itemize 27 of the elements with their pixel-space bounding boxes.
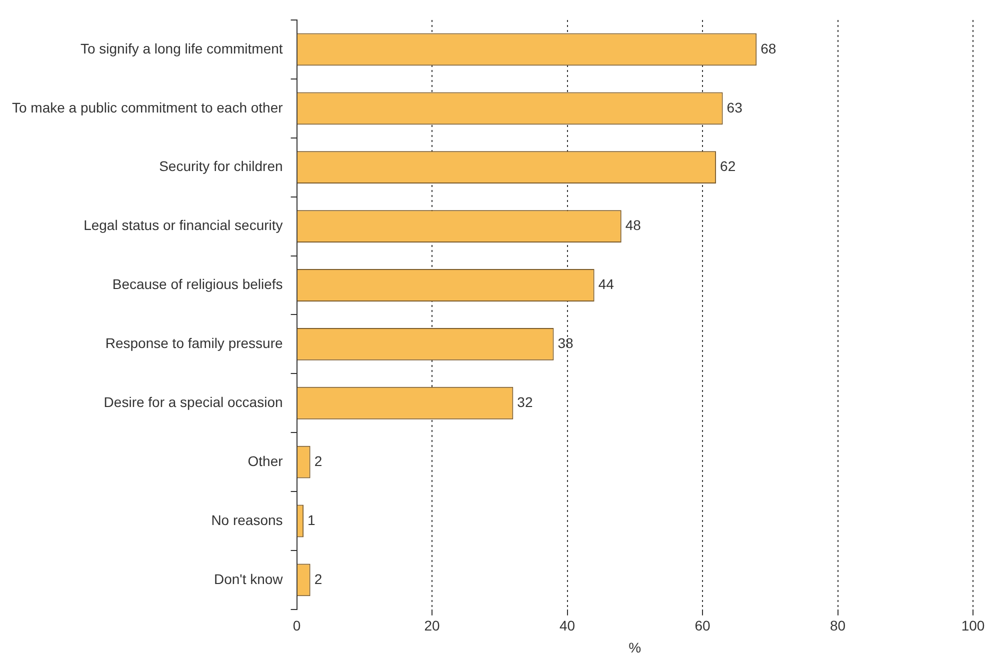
- y-tick-label: Response to family pressure: [105, 335, 283, 352]
- y-tick-label: Security for children: [159, 158, 283, 174]
- data-label: 2: [314, 570, 322, 587]
- data-label: 1: [308, 512, 316, 528]
- y-tick-label: To signify a long life commitment: [80, 40, 283, 56]
- data-label: 44: [598, 276, 614, 292]
- data-label: 48: [625, 217, 642, 234]
- data-label: 62: [720, 158, 736, 174]
- y-tick-label: No reasons: [211, 512, 283, 528]
- y-tick-label: Other: [248, 452, 284, 469]
- y-tick-label: Desire for a special occasion: [104, 394, 283, 410]
- x-tick-label: 0: [292, 618, 301, 634]
- data-label: 63: [726, 99, 743, 116]
- y-tick-label: To make a public commitment to each other: [12, 99, 284, 116]
- x-tick-label: 100: [961, 618, 985, 634]
- data-label: 32: [517, 394, 533, 410]
- x-tick-label: 20: [424, 618, 440, 634]
- data-label: 38: [558, 335, 574, 352]
- y-tick-label: Because of religious beliefs: [112, 276, 283, 292]
- y-tick-label: Legal status or financial security: [84, 217, 283, 234]
- data-label: 68: [760, 40, 776, 56]
- y-tick-label: Don't know: [214, 570, 284, 587]
- x-tick-label: 40: [559, 618, 576, 634]
- x-tick-label: 80: [830, 618, 846, 634]
- data-label: 2: [314, 452, 322, 469]
- x-axis-title: %: [628, 639, 642, 656]
- x-tick-label: 60: [694, 618, 711, 634]
